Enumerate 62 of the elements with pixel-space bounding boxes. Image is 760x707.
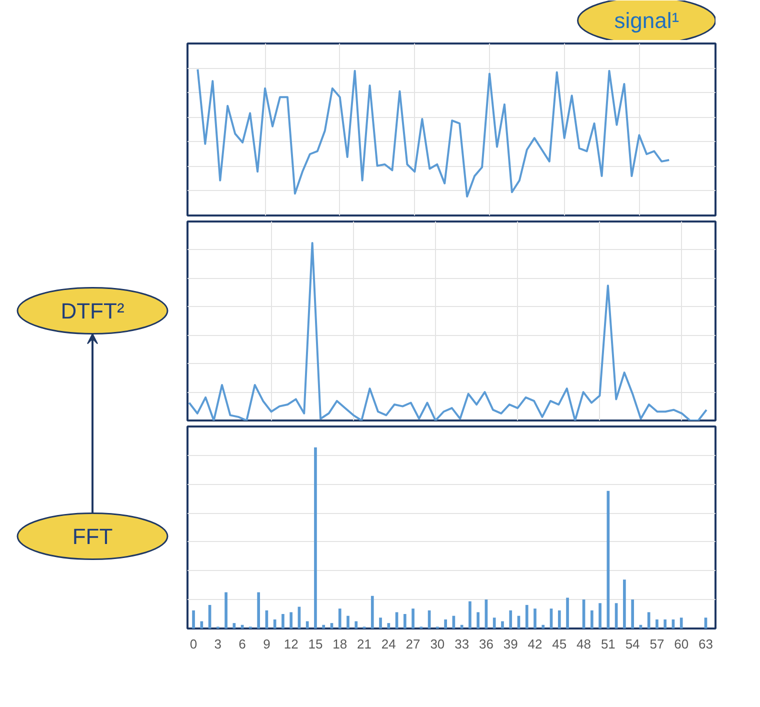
bar bbox=[224, 592, 228, 628]
bar bbox=[509, 610, 512, 628]
bar bbox=[387, 623, 390, 628]
bar bbox=[354, 621, 358, 628]
bar bbox=[306, 621, 309, 628]
bar bbox=[623, 580, 626, 628]
x-tick-label: 33 bbox=[454, 636, 470, 652]
bar bbox=[412, 608, 414, 628]
bar bbox=[403, 614, 406, 628]
x-tick-label: 42 bbox=[528, 636, 542, 652]
x-tick-label: 36 bbox=[478, 636, 494, 652]
bar bbox=[534, 608, 536, 628]
bar bbox=[598, 603, 602, 628]
x-tick-label: 15 bbox=[308, 636, 323, 652]
x-tick-label: 9 bbox=[263, 636, 270, 652]
bar bbox=[370, 596, 374, 628]
x-tick-label: 21 bbox=[357, 636, 372, 652]
x-tick-label: 27 bbox=[406, 636, 420, 652]
bar bbox=[631, 600, 634, 628]
bar bbox=[647, 612, 650, 628]
text: FFT bbox=[72, 524, 113, 549]
x-tick-label: 60 bbox=[674, 636, 689, 652]
x-tick-label: 39 bbox=[503, 636, 518, 652]
x-tick-label: 54 bbox=[625, 636, 640, 652]
x-tick-label: 0 bbox=[190, 636, 198, 652]
bar bbox=[525, 604, 528, 628]
bar bbox=[444, 619, 447, 628]
x-tick-label: 57 bbox=[650, 636, 664, 652]
bar bbox=[232, 623, 236, 628]
bar bbox=[314, 447, 317, 628]
x-tick-label: 48 bbox=[576, 636, 592, 652]
x-tick-label: 3 bbox=[214, 636, 222, 652]
x-tick-label: 30 bbox=[430, 636, 445, 652]
bar bbox=[200, 621, 204, 628]
bar bbox=[680, 618, 683, 628]
chart-title: signal¹ bbox=[614, 8, 680, 33]
bar bbox=[492, 618, 496, 628]
x-tick-label: 6 bbox=[238, 636, 246, 652]
bar bbox=[542, 624, 545, 628]
bar bbox=[282, 614, 284, 628]
x-tick-label: 45 bbox=[552, 636, 567, 652]
bar bbox=[257, 592, 260, 628]
bar bbox=[322, 624, 326, 628]
x-tick-label: 18 bbox=[332, 636, 348, 652]
bar bbox=[468, 601, 472, 628]
bar bbox=[346, 616, 350, 628]
bar bbox=[192, 610, 195, 628]
bar bbox=[379, 618, 382, 628]
x-tick-label: 12 bbox=[284, 636, 298, 652]
bar bbox=[476, 612, 480, 628]
bar bbox=[566, 598, 569, 628]
bar bbox=[558, 610, 561, 628]
bar bbox=[656, 619, 658, 628]
text: DTFT² bbox=[60, 298, 124, 324]
bar bbox=[501, 621, 504, 628]
bar bbox=[290, 612, 293, 628]
bar bbox=[664, 619, 667, 628]
x-tick-label: 24 bbox=[381, 636, 396, 652]
x-tick-label: 63 bbox=[698, 636, 713, 652]
bar bbox=[590, 610, 594, 628]
x-tick-label: 51 bbox=[600, 636, 616, 652]
bar bbox=[338, 608, 342, 628]
